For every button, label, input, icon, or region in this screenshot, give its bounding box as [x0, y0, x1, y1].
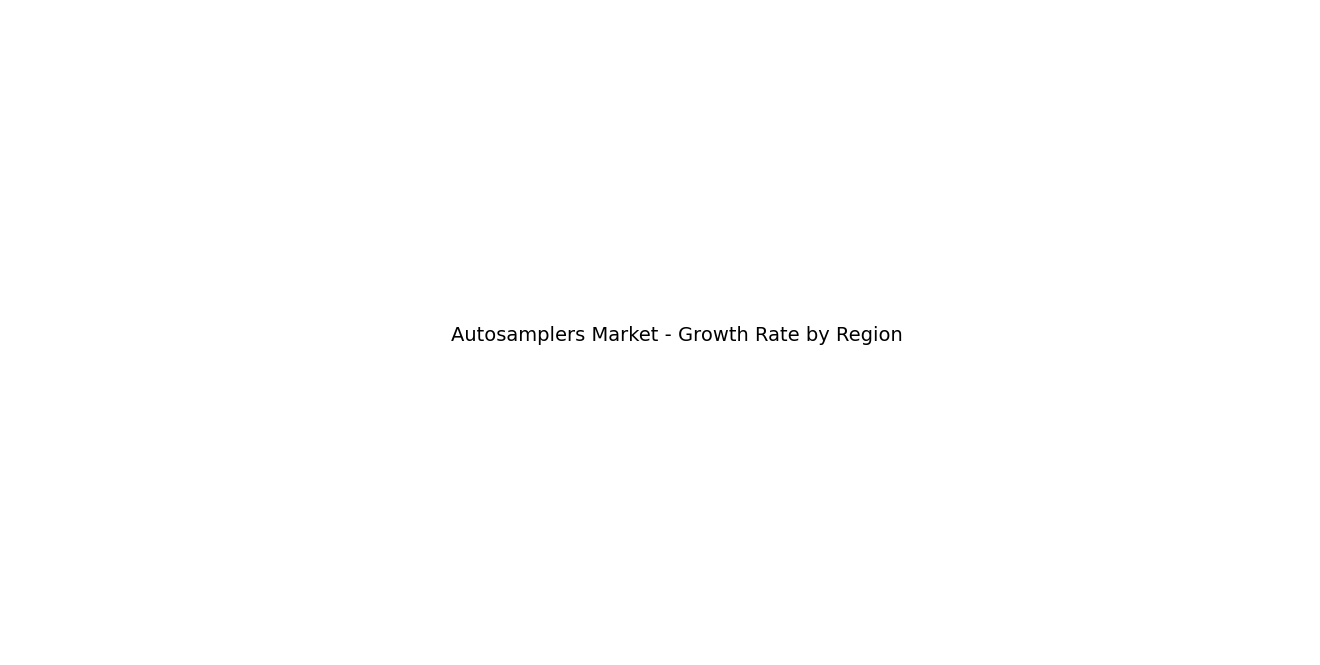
- Text: Autosamplers Market - Growth Rate by Region: Autosamplers Market - Growth Rate by Reg…: [450, 327, 903, 345]
